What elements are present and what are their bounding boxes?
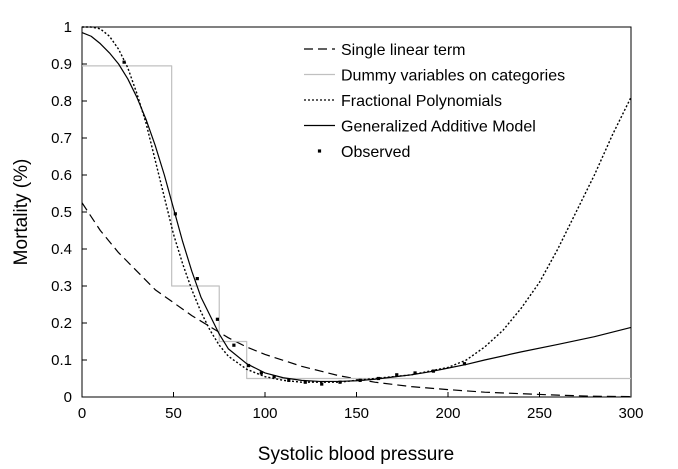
observed-point <box>462 362 467 366</box>
y-axis-ticks: 0 0.1 0.2 0.3 0.4 0.5 0.6 0.7 0.8 0.9 1 <box>51 19 87 406</box>
legend-swatch <box>317 149 322 153</box>
legend-label: Dummy variables on categories <box>341 68 565 85</box>
observed-point <box>376 376 381 381</box>
x-axis-ticks: 0 50 100 150 200 250 300 <box>78 392 644 422</box>
observed-point <box>272 375 276 379</box>
observed-point <box>195 277 199 281</box>
observed-point <box>287 378 291 382</box>
observed-point <box>246 363 251 368</box>
x-axis-label: Systolic blood pressure <box>258 444 454 465</box>
series-line-0 <box>81 202 632 398</box>
observed-point <box>303 380 307 384</box>
y-tick-label: 0.3 <box>51 278 72 295</box>
x-tick-label: 100 <box>252 405 277 422</box>
legend-label: Observed <box>341 144 410 161</box>
y-tick-label: 0.5 <box>51 204 72 221</box>
legend-label: Single linear term <box>341 42 466 59</box>
series-line-3 <box>81 31 632 383</box>
observed-point <box>431 369 435 373</box>
observed-point <box>358 378 362 382</box>
legend-label: Generalized Additive Model <box>341 119 536 136</box>
y-tick-label: 0.6 <box>51 167 72 184</box>
series-layer <box>81 26 632 398</box>
y-tick-label: 0 <box>64 389 72 406</box>
observed-point <box>320 382 324 386</box>
legend-label: Fractional Polynomials <box>341 93 502 110</box>
y-tick-label: 0.8 <box>51 93 72 110</box>
observed-point <box>122 60 126 64</box>
y-axis-label: Mortality (%) <box>11 159 32 266</box>
x-tick-label: 300 <box>618 405 643 422</box>
observed-point <box>395 373 399 377</box>
x-tick-label: 50 <box>165 405 182 422</box>
y-tick-label: 0.9 <box>51 56 72 73</box>
observed-point <box>173 212 177 216</box>
y-tick-label: 1 <box>64 19 72 36</box>
x-tick-label: 250 <box>527 405 552 422</box>
x-tick-label: 0 <box>78 405 86 422</box>
y-tick-label: 0.2 <box>51 315 72 332</box>
y-tick-label: 0.4 <box>51 241 72 258</box>
observed-point <box>413 371 417 375</box>
y-tick-label: 0.1 <box>51 352 72 369</box>
observed-point <box>215 317 220 321</box>
observed-point <box>232 343 236 347</box>
x-tick-label: 150 <box>344 405 369 422</box>
series-line-1 <box>82 65 631 380</box>
x-tick-label: 200 <box>435 405 460 422</box>
legend: Single linear term Dummy variables on cat… <box>304 42 565 161</box>
observed-point <box>338 380 342 384</box>
y-tick-label: 0.7 <box>51 130 72 147</box>
observed-point <box>259 371 263 375</box>
